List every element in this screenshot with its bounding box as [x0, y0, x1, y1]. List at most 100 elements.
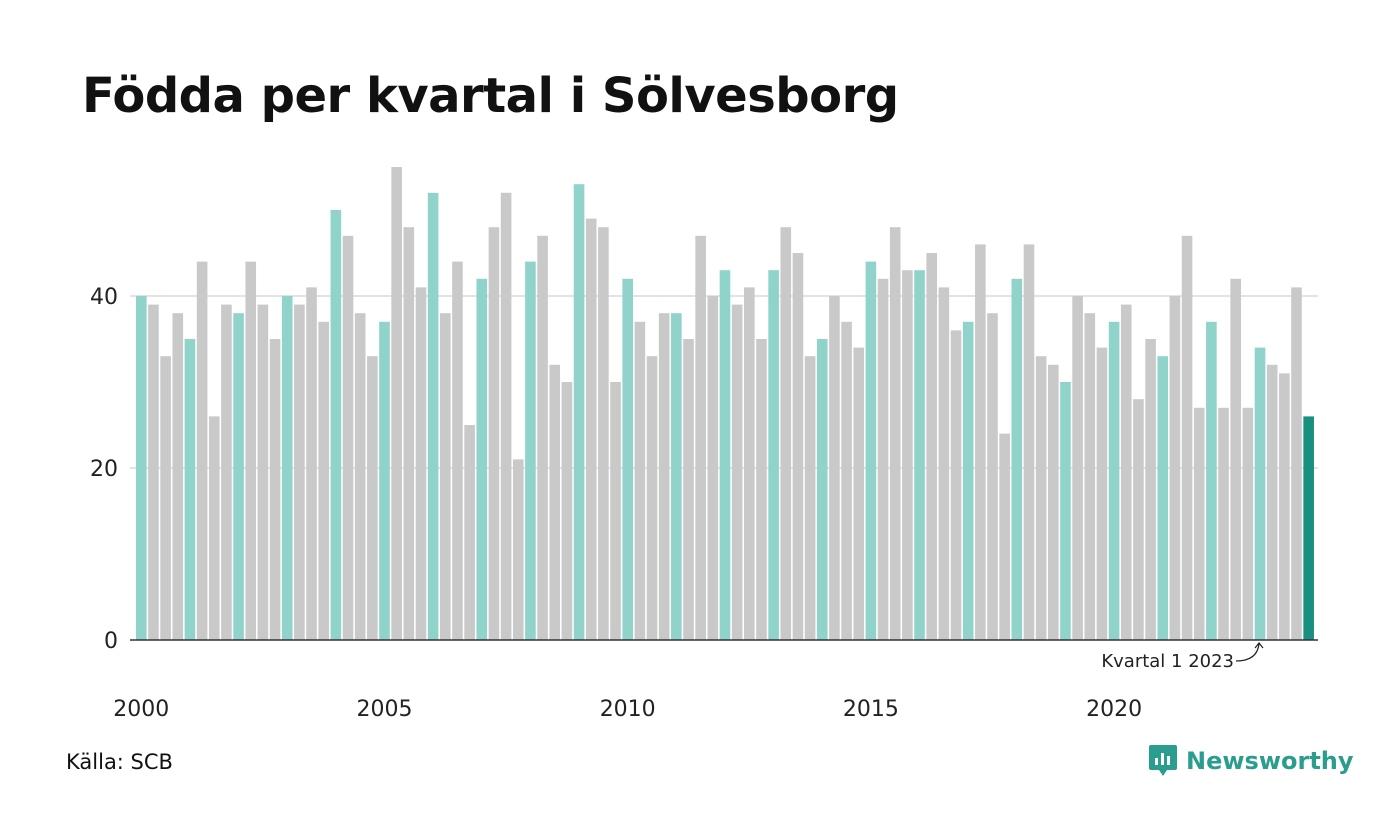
bar-2022-q1	[1206, 321, 1217, 640]
bar-2000-q1	[136, 296, 147, 640]
bar-2019-q2	[1072, 296, 1083, 640]
bar-2003-q1	[281, 296, 293, 640]
bar-2012-q3	[744, 287, 755, 640]
bar-2000-q4	[172, 313, 184, 640]
bar-2020-q3	[1133, 399, 1144, 640]
bar-2014-q3	[841, 321, 852, 640]
bar-2016-q4	[950, 330, 962, 640]
bar-2004-q4	[367, 356, 378, 640]
bar-2017-q1	[962, 321, 974, 640]
bar-2021-q4	[1193, 407, 1205, 640]
bar-2008-q3	[549, 364, 561, 640]
bar-2011-q2	[683, 339, 694, 640]
bar-2006-q3	[452, 261, 463, 640]
brand-logo: Newsworthy	[1148, 743, 1354, 779]
x-tick-label: 2020	[1086, 697, 1142, 722]
bar-2022-q3	[1230, 278, 1241, 640]
bar-2001-q1	[184, 339, 196, 640]
bar-2020-q4	[1145, 339, 1156, 640]
bar-2001-q4	[221, 304, 232, 640]
bar-2010-q2	[634, 321, 646, 640]
bar-2020-q2	[1120, 304, 1132, 640]
bar-2018-q3	[1035, 356, 1047, 640]
bar-2022-q2	[1218, 407, 1229, 640]
bar-2010-q3	[646, 356, 658, 640]
bar-2016-q1	[914, 270, 925, 640]
bar-2019-q1	[1060, 382, 1071, 640]
x-axis-ticks: 2000 2005 2010 2015 2020	[113, 697, 1142, 722]
bar-2008-q4	[561, 382, 573, 640]
x-tick-label: 2005	[357, 697, 413, 722]
bar-2006-q4	[464, 425, 475, 640]
bar-2017-q3	[987, 313, 998, 640]
bar-2005-q4	[415, 287, 427, 640]
bar-2002-q3	[257, 304, 269, 640]
bar-2013-q2	[780, 227, 792, 640]
x-tick-label: 2000	[113, 697, 169, 722]
bar-2005-q2	[391, 167, 402, 640]
latest-annotation: Kvartal 1 2023	[1101, 642, 1264, 672]
bar-2004-q3	[354, 313, 366, 640]
bar-2004-q2	[342, 235, 354, 641]
bar-2018-q1	[1011, 278, 1023, 640]
bar-2014-q1	[816, 339, 828, 640]
bar-2014-q4	[853, 347, 865, 640]
bar-2002-q2	[245, 261, 257, 640]
bar-2021-q1	[1157, 356, 1169, 640]
bar-2004-q1	[330, 210, 342, 640]
annotation-arrow-icon	[1236, 642, 1264, 662]
bar-2007-q1	[476, 278, 488, 640]
bar-2013-q1	[768, 270, 779, 640]
annotation-label: Kvartal 1 2023	[1101, 651, 1234, 672]
bar-2023-q2	[1266, 364, 1278, 640]
bar-2005-q1	[379, 321, 390, 640]
bar-2012-q4	[756, 339, 767, 640]
y-tick-label: 20	[90, 457, 118, 482]
bar-2008-q2	[537, 235, 548, 641]
bar-2002-q4	[269, 339, 281, 640]
bar-2023-q1	[1254, 347, 1266, 640]
bar-2010-q4	[658, 313, 670, 640]
bar-2012-q2	[731, 304, 743, 640]
bar-2015-q4	[902, 270, 913, 640]
brand-name: Newsworthy	[1186, 747, 1354, 775]
bar-2015-q2	[877, 278, 889, 640]
bar-2000-q3	[160, 356, 171, 640]
chart-title: Födda per kvartal i Sölvesborg	[82, 68, 899, 124]
bar-2009-q4	[610, 382, 621, 640]
bar-2019-q3	[1084, 313, 1096, 640]
bar-2017-q4	[999, 433, 1010, 640]
bars	[136, 167, 1314, 641]
bar-2016-q2	[926, 253, 937, 640]
bar-2009-q1	[573, 184, 585, 640]
x-tick-label: 2010	[600, 697, 656, 722]
bar-2007-q3	[500, 192, 512, 641]
bar-chart: 0 20 40 2000 2005 2010 2015 2020 Kvartal 1 202…	[90, 167, 1318, 722]
bar-2013-q4	[804, 356, 816, 640]
y-axis-ticks: 0 20 40	[90, 285, 118, 654]
bar-2012-q1	[719, 270, 731, 640]
bar-2008-q1	[525, 261, 536, 640]
bar-2018-q4	[1048, 364, 1059, 640]
bar-2007-q4	[512, 459, 524, 640]
bar-2022-q4	[1242, 407, 1254, 640]
bar-2023-q3	[1279, 373, 1290, 640]
bar-2006-q1	[427, 192, 439, 641]
x-tick-label: 2015	[843, 697, 899, 722]
bar-2024-q1	[1303, 416, 1314, 640]
bar-2003-q4	[318, 321, 329, 640]
bar-2010-q1	[622, 278, 633, 640]
bar-2014-q2	[829, 296, 840, 640]
bar-2001-q2	[196, 261, 208, 640]
bar-2015-q1	[865, 261, 877, 640]
source-note: Källa: SCB	[66, 750, 173, 774]
bar-2020-q1	[1108, 321, 1120, 640]
bar-2009-q2	[585, 218, 597, 640]
bar-2007-q2	[488, 227, 500, 640]
bar-2009-q3	[598, 227, 609, 640]
bar-2013-q3	[792, 253, 804, 640]
newsworthy-logo-icon	[1149, 745, 1177, 776]
bar-2003-q2	[294, 304, 305, 640]
bar-2002-q1	[233, 313, 244, 640]
bar-2021-q2	[1169, 296, 1181, 640]
